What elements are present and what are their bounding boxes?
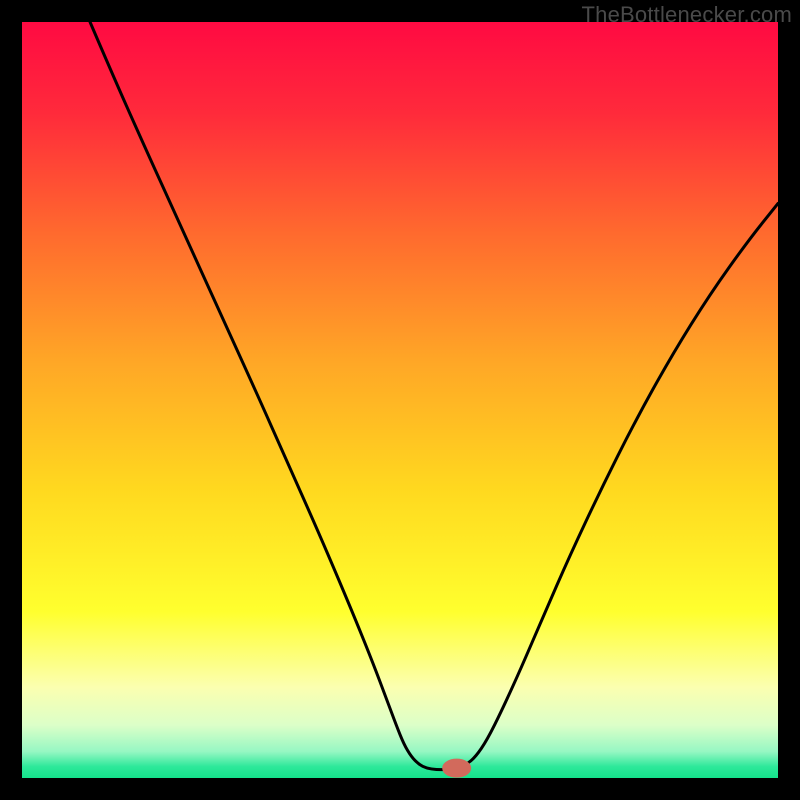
plot-area xyxy=(22,22,778,778)
bottleneck-curve-chart xyxy=(22,22,778,778)
gradient-background xyxy=(22,22,778,778)
watermark-text: TheBottlenecker.com xyxy=(582,2,792,28)
chart-frame: TheBottlenecker.com xyxy=(0,0,800,800)
optimal-point-marker xyxy=(443,759,471,777)
